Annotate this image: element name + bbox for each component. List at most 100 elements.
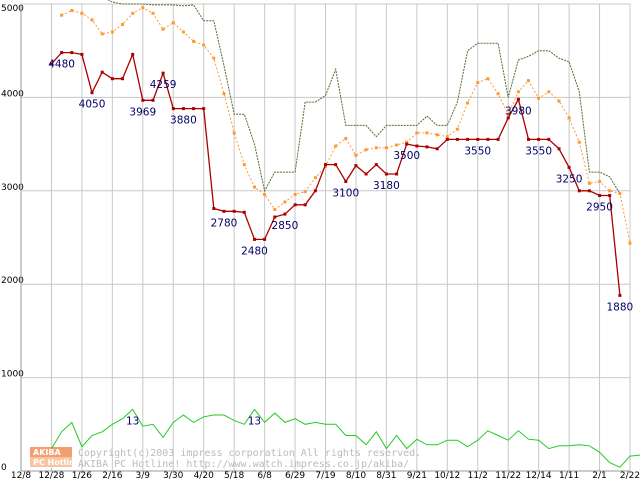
series-point-1 xyxy=(587,181,591,185)
series-point-1 xyxy=(313,176,317,180)
series-point-0 xyxy=(131,52,135,56)
series-point-1 xyxy=(557,99,561,103)
y-tick-label: 0 xyxy=(1,463,7,473)
series-point-0 xyxy=(70,51,74,55)
series-point-0 xyxy=(415,144,419,148)
series-point-0 xyxy=(100,70,104,74)
x-tick-label: 2/1 xyxy=(592,471,606,480)
series-line-3 xyxy=(51,408,640,468)
series-point-0 xyxy=(506,116,510,120)
x-tick-label: 2/22 xyxy=(620,471,640,480)
series-point-1 xyxy=(415,131,419,135)
series-point-0 xyxy=(253,237,256,241)
x-tick-label: 1/11 xyxy=(559,471,579,480)
x-tick-label: 1/26 xyxy=(72,471,92,480)
series-point-1 xyxy=(253,185,256,189)
data-label: 3880 xyxy=(170,115,197,127)
series-point-0 xyxy=(141,98,145,102)
series-point-1 xyxy=(334,144,338,148)
series-point-1 xyxy=(324,165,327,168)
y-tick-label: 5000 xyxy=(1,4,24,14)
series-point-1 xyxy=(577,140,581,144)
series-point-0 xyxy=(587,189,591,193)
series-point-0 xyxy=(537,137,541,141)
series-point-1 xyxy=(283,200,287,204)
data-label: 3550 xyxy=(464,145,491,157)
watermark-logo-bottom: PC Hotline xyxy=(33,458,81,467)
series-point-1 xyxy=(212,56,216,60)
x-tick-label: 3/30 xyxy=(163,471,183,480)
data-label: 1880 xyxy=(606,301,633,313)
series-point-0 xyxy=(283,212,287,216)
data-label: 2480 xyxy=(241,245,268,257)
x-tick-label: 11/22 xyxy=(495,471,521,480)
x-tick-label: 11/2 xyxy=(468,471,488,480)
series-point-0 xyxy=(567,165,571,169)
series-point-1 xyxy=(192,39,196,43)
series-point-0 xyxy=(222,209,226,213)
series-point-1 xyxy=(171,21,175,25)
series-point-0 xyxy=(618,293,622,297)
series-point-1 xyxy=(161,27,165,31)
series-point-1 xyxy=(527,79,530,83)
x-tick-label: 10/12 xyxy=(434,471,460,480)
series-point-0 xyxy=(374,163,378,167)
series-point-1 xyxy=(263,193,267,196)
x-tick-label: 6/8 xyxy=(257,471,272,480)
series-point-0 xyxy=(354,164,358,168)
series-point-1 xyxy=(567,116,571,120)
series-point-1 xyxy=(598,180,602,183)
series-point-1 xyxy=(202,43,206,47)
data-label: 4259 xyxy=(150,79,177,91)
series-point-0 xyxy=(384,172,388,176)
series-point-1 xyxy=(151,11,155,15)
chart-data-labels: 4480 4050 3969 4259 3880 2780 2480 2850 3100 3180… xyxy=(48,59,633,428)
series-point-1 xyxy=(60,13,64,17)
series-point-0 xyxy=(577,189,581,193)
series-point-0 xyxy=(151,98,155,102)
series-line-1 xyxy=(61,7,631,244)
series-point-0 xyxy=(395,172,399,176)
series-point-1 xyxy=(374,146,378,150)
series-point-1 xyxy=(293,193,297,196)
series-point-1 xyxy=(628,241,632,245)
series-point-1 xyxy=(384,146,388,150)
series-point-0 xyxy=(202,107,206,111)
watermark-url: AKIBA PC Hotline! http://www.watch.impre… xyxy=(78,459,409,470)
watermark-copyright: Copyright(c)2003 impress corporation All… xyxy=(78,448,421,459)
data-label: 13 xyxy=(126,415,139,427)
series-point-1 xyxy=(547,90,551,94)
series-point-1 xyxy=(100,32,104,36)
series-point-0 xyxy=(557,147,561,151)
series-point-0 xyxy=(334,163,338,167)
series-point-1 xyxy=(232,131,236,135)
x-tick-label: 8/31 xyxy=(376,471,396,480)
series-point-1 xyxy=(496,92,500,96)
y-tick-label: 1000 xyxy=(1,370,24,380)
series-point-0 xyxy=(273,215,277,219)
series-point-1 xyxy=(537,96,541,100)
series-point-0 xyxy=(476,137,480,141)
series-point-1 xyxy=(476,81,480,84)
x-tick-label: 9/21 xyxy=(407,471,427,480)
x-tick-label: 3/9 xyxy=(136,471,151,480)
series-point-0 xyxy=(50,62,53,66)
series-point-1 xyxy=(466,101,470,105)
watermark-logo-bottom-bar xyxy=(30,457,72,467)
data-label: 3969 xyxy=(129,106,156,118)
series-point-1 xyxy=(141,6,145,10)
series-point-1 xyxy=(131,11,135,15)
data-label: 2780 xyxy=(211,217,238,229)
data-label: 4050 xyxy=(79,99,106,111)
x-tick-label: 12/28 xyxy=(38,471,64,480)
series-point-0 xyxy=(344,180,348,183)
chart-grid xyxy=(20,3,631,472)
series-point-1 xyxy=(181,30,185,34)
series-point-1 xyxy=(354,153,358,157)
watermark-logo-top: AKIBA xyxy=(33,448,61,457)
series-point-0 xyxy=(496,137,500,141)
series-point-0 xyxy=(192,107,196,111)
series-point-0 xyxy=(60,51,64,55)
series-point-0 xyxy=(324,163,327,167)
